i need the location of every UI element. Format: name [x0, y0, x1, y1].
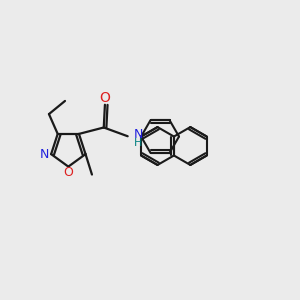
Text: O: O [63, 166, 73, 179]
Text: H: H [134, 138, 142, 148]
Text: O: O [100, 91, 110, 105]
Text: N: N [134, 128, 143, 141]
Text: N: N [40, 148, 50, 161]
